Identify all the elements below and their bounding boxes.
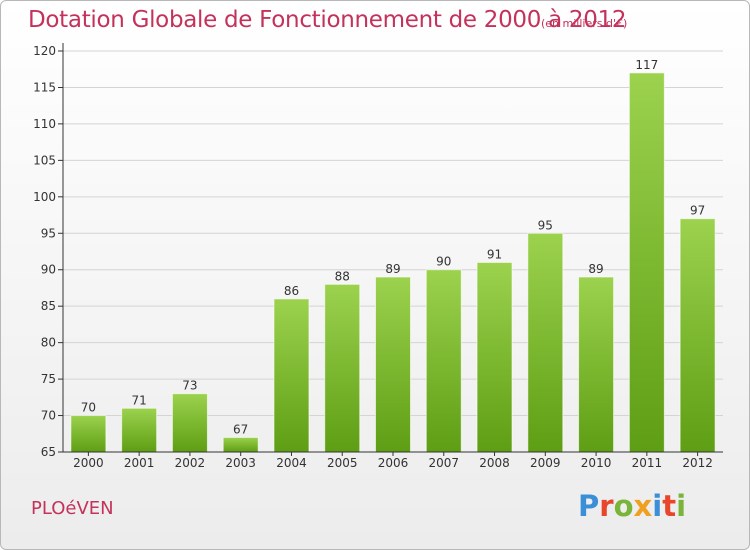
x-tick-label-2007: 2007 — [428, 456, 459, 470]
y-tick-label: 80 — [41, 336, 56, 350]
x-tick-label-2002: 2002 — [175, 456, 206, 470]
y-tick-label: 115 — [33, 80, 56, 94]
y-tick-label: 70 — [41, 409, 56, 423]
y-tick-label: 120 — [33, 44, 56, 58]
value-label-2003: 67 — [233, 422, 248, 436]
y-tick-label: 95 — [41, 226, 56, 240]
logo-letter: x — [633, 489, 653, 523]
value-label-2009: 95 — [538, 218, 553, 232]
value-label-2012: 97 — [690, 204, 705, 218]
x-tick-label-2012: 2012 — [682, 456, 713, 470]
y-tick-label: 110 — [33, 117, 56, 131]
x-tick-label-2004: 2004 — [276, 456, 307, 470]
value-label-2010: 89 — [588, 262, 603, 276]
value-label-2007: 90 — [436, 255, 451, 269]
bar-2003 — [222, 436, 259, 453]
bar-2006 — [375, 276, 411, 453]
logo-letter: i — [676, 489, 687, 523]
x-tick-label-2001: 2001 — [124, 456, 155, 470]
y-tick-label: 65 — [41, 445, 56, 459]
bar-2010 — [578, 276, 615, 453]
bar-2002 — [171, 393, 208, 453]
axes — [58, 43, 723, 456]
logo-letter: t — [662, 489, 677, 523]
y-tick-label: 105 — [33, 153, 56, 167]
x-tick-label-2005: 2005 — [327, 456, 358, 470]
value-label-2008: 91 — [487, 247, 502, 261]
bar-2012 — [679, 218, 716, 453]
bars — [70, 72, 716, 453]
value-label-2000: 70 — [81, 401, 96, 415]
bar-2007 — [425, 269, 462, 453]
bar-2009 — [527, 232, 564, 453]
bar-2011 — [628, 72, 665, 453]
y-tick-label: 90 — [41, 263, 56, 277]
y-tick-label: 100 — [33, 190, 56, 204]
bar-2005 — [324, 283, 361, 453]
value-label-2004: 86 — [284, 284, 299, 298]
x-tick-label-2008: 2008 — [479, 456, 510, 470]
proxiti-logo: Proxiti — [578, 489, 686, 523]
logo-letter: P — [578, 489, 600, 523]
bar-2004 — [273, 298, 310, 453]
logo-letter: i — [652, 489, 663, 523]
x-tick-label-2009: 2009 — [530, 456, 561, 470]
commune-name: PLOéVEN — [31, 498, 114, 519]
bar-2008 — [476, 261, 513, 453]
logo-letter: r — [599, 489, 614, 523]
value-label-2011: 117 — [635, 58, 658, 72]
value-label-2002: 73 — [182, 379, 197, 393]
labels: 65 70 75 80 85 90 95 100 105 110 115 120 70 2000 71 200… — [33, 44, 713, 470]
x-tick-label-2000: 2000 — [73, 456, 104, 470]
bar-2001 — [121, 407, 158, 453]
y-tick-label: 75 — [41, 372, 56, 386]
y-tick-label: 85 — [41, 299, 56, 313]
value-label-2001: 71 — [132, 393, 147, 407]
x-tick-label-2006: 2006 — [378, 456, 409, 470]
x-tick-label-2003: 2003 — [225, 456, 256, 470]
chart-subtitle: (en milliers d'€) — [541, 17, 628, 30]
chart-title: Dotation Globale de Fonctionnement de 20… — [28, 7, 627, 33]
logo-letter: o — [613, 489, 634, 523]
value-label-2005: 88 — [335, 269, 350, 283]
x-tick-label-2010: 2010 — [581, 456, 612, 470]
value-label-2006: 89 — [385, 262, 400, 276]
bar-2000 — [70, 415, 107, 453]
x-tick-label-2011: 2011 — [632, 456, 663, 470]
